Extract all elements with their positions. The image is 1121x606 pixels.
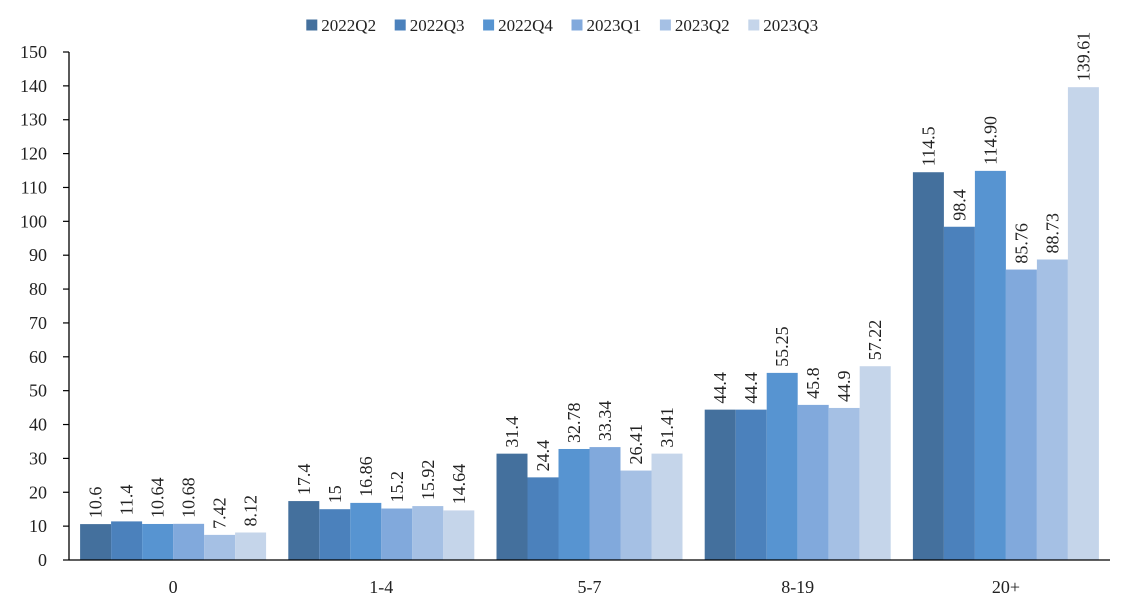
y-tick-label: 150 [20,42,47,62]
data-label: 8.12 [241,495,261,527]
x-tick-label: 5-7 [578,577,602,597]
data-label: 85.76 [1011,223,1031,264]
x-tick-label: 8-19 [781,577,814,597]
y-tick-label: 70 [29,313,47,333]
bar-2022Q3-5-7 [527,477,559,560]
y-tick-label: 60 [29,347,47,367]
data-label: 16.86 [356,456,376,497]
legend-swatch-2022Q4 [483,19,495,31]
data-label: 31.41 [657,407,677,448]
legend-label: 2022Q2 [321,16,376,35]
bar-2023Q1-1-4 [381,508,413,560]
x-tick-label: 0 [169,577,178,597]
bar-2023Q3-8-19 [859,366,891,560]
data-label: 33.34 [595,401,615,442]
data-label: 24.4 [533,440,553,472]
bar-2022Q4-0 [142,523,174,560]
y-tick-label: 120 [20,144,47,164]
bar-2022Q3-1-4 [319,509,351,560]
data-label: 44.4 [741,372,761,404]
bar-2022Q3-0 [111,521,143,560]
data-label: 10.64 [148,477,168,518]
data-label: 11.4 [117,485,137,516]
y-tick-label: 140 [20,76,47,96]
data-label: 17.4 [294,464,314,496]
y-tick-label: 0 [38,550,47,570]
bar-2022Q2-0 [80,524,112,560]
legend-label: 2022Q3 [410,16,465,35]
bar-2022Q3-20+ [943,226,975,560]
data-label: 98.4 [949,189,969,221]
y-tick-label: 40 [29,415,47,435]
data-label: 14.64 [449,464,469,505]
data-label: 31.4 [502,416,522,448]
data-label: 114.90 [980,116,1000,165]
data-label: 10.6 [86,487,106,519]
y-tick-label: 80 [29,279,47,299]
data-label: 15 [325,485,345,503]
bar-2022Q2-8-19 [704,409,736,560]
data-label: 15.92 [418,460,438,501]
bar-2023Q3-1-4 [443,510,475,560]
legend-swatch-2022Q2 [306,19,318,31]
bar-2022Q4-5-7 [558,448,590,560]
data-label: 10.68 [179,477,199,518]
bar-2022Q2-1-4 [288,501,320,560]
legend-swatch-2022Q3 [394,19,406,31]
data-label: 7.42 [210,497,230,529]
bar-2022Q2-20+ [912,172,944,560]
bar-2023Q2-1-4 [412,506,444,560]
legend-swatch-2023Q2 [659,19,671,31]
y-tick-label: 50 [29,381,47,401]
bar-2022Q4-20+ [974,170,1006,560]
legend-label: 2023Q1 [587,16,642,35]
y-tick-label: 100 [20,211,47,231]
data-label: 44.4 [710,372,730,404]
y-tick-label: 30 [29,448,47,468]
data-label: 88.73 [1042,213,1062,254]
bar-2022Q4-8-19 [766,372,798,560]
data-label: 114.5 [918,126,938,166]
bar-2023Q2-20+ [1036,259,1068,560]
y-tick-label: 130 [20,110,47,130]
bar-2023Q3-5-7 [651,453,683,560]
bar-2022Q4-1-4 [350,502,382,560]
legend-swatch-2023Q1 [571,19,583,31]
data-label: 45.8 [803,367,823,399]
legend-label: 2023Q3 [763,16,818,35]
bar-2023Q1-20+ [1005,269,1037,560]
data-label: 26.41 [626,424,646,465]
y-tick-label: 20 [29,482,47,502]
y-tick-label: 10 [29,516,47,536]
bar-2023Q1-5-7 [589,447,621,560]
data-label: 32.78 [564,402,584,443]
y-tick-label: 110 [21,177,47,197]
legend-swatch-2023Q3 [748,19,760,31]
bar-2022Q3-8-19 [735,409,767,560]
data-label: 139.61 [1073,32,1093,82]
data-label: 15.2 [387,471,407,503]
x-tick-label: 1-4 [369,577,393,597]
bar-2023Q1-0 [173,523,205,560]
x-tick-label: 20+ [992,577,1020,597]
legend-label: 2023Q2 [675,16,730,35]
y-tick-label: 90 [29,245,47,265]
data-label: 57.22 [865,320,885,361]
data-label: 55.25 [772,326,792,367]
bar-2023Q3-20+ [1067,87,1099,560]
bar-2023Q2-5-7 [620,470,652,560]
bar-2023Q1-8-19 [797,404,829,560]
bar-2023Q2-0 [204,534,236,560]
bar-2023Q3-0 [235,532,267,560]
bar-2023Q2-8-19 [828,407,860,560]
data-label: 44.9 [834,370,854,402]
legend-label: 2022Q4 [498,16,553,35]
bar-2022Q2-5-7 [496,453,528,560]
